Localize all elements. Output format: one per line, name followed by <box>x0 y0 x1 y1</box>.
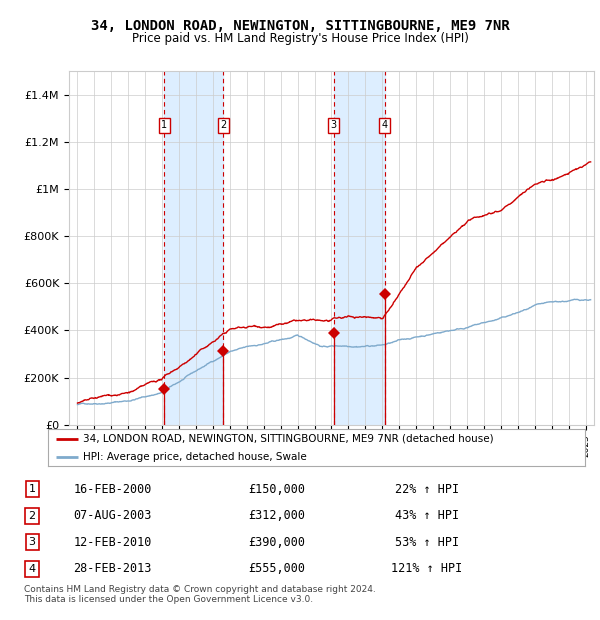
Text: 2: 2 <box>220 120 226 130</box>
Text: 16-FEB-2000: 16-FEB-2000 <box>74 483 152 496</box>
Text: 4: 4 <box>382 120 388 130</box>
Bar <box>164 71 223 425</box>
Text: 07-AUG-2003: 07-AUG-2003 <box>74 509 152 522</box>
Text: £555,000: £555,000 <box>248 562 305 575</box>
Text: HPI: Average price, detached house, Swale: HPI: Average price, detached house, Swal… <box>83 451 307 461</box>
Text: £312,000: £312,000 <box>248 509 305 522</box>
Text: 28-FEB-2013: 28-FEB-2013 <box>74 562 152 575</box>
Text: 34, LONDON ROAD, NEWINGTON, SITTINGBOURNE, ME9 7NR: 34, LONDON ROAD, NEWINGTON, SITTINGBOURN… <box>91 19 509 33</box>
Text: 43% ↑ HPI: 43% ↑ HPI <box>395 509 459 522</box>
Text: 1: 1 <box>161 120 167 130</box>
Text: £150,000: £150,000 <box>248 483 305 496</box>
Text: Price paid vs. HM Land Registry's House Price Index (HPI): Price paid vs. HM Land Registry's House … <box>131 32 469 45</box>
Text: 4: 4 <box>29 564 36 574</box>
Text: £390,000: £390,000 <box>248 536 305 549</box>
Text: 34, LONDON ROAD, NEWINGTON, SITTINGBOURNE, ME9 7NR (detached house): 34, LONDON ROAD, NEWINGTON, SITTINGBOURN… <box>83 434 494 444</box>
Text: 22% ↑ HPI: 22% ↑ HPI <box>395 483 459 496</box>
Text: 12-FEB-2010: 12-FEB-2010 <box>74 536 152 549</box>
Text: 2: 2 <box>29 511 36 521</box>
Text: 121% ↑ HPI: 121% ↑ HPI <box>391 562 463 575</box>
Text: 53% ↑ HPI: 53% ↑ HPI <box>395 536 459 549</box>
Text: 3: 3 <box>331 120 337 130</box>
Bar <box>334 71 385 425</box>
Text: 3: 3 <box>29 537 35 547</box>
Text: Contains HM Land Registry data © Crown copyright and database right 2024.
This d: Contains HM Land Registry data © Crown c… <box>24 585 376 604</box>
Text: 1: 1 <box>29 484 35 494</box>
